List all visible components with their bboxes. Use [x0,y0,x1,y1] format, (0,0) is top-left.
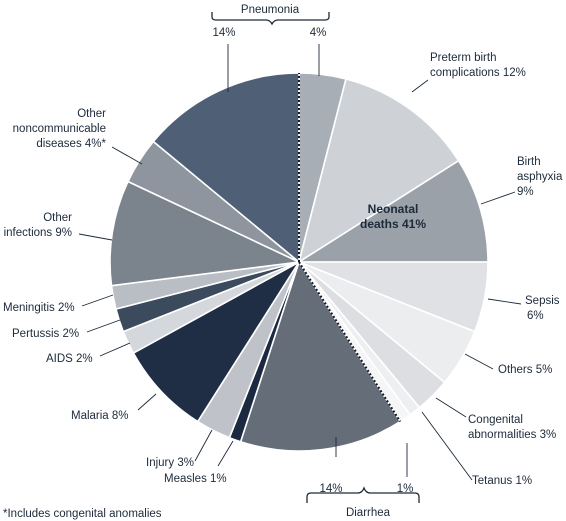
ncd-label-line3: diseases 4%* [36,138,106,150]
pneumonia-brace [211,12,330,26]
congenital-label-line2: abnormalities 3% [468,429,556,441]
leader-sepsis [487,298,522,305]
congenital-label-line1: Congenital [468,414,523,426]
group-braces [211,12,420,503]
sepsis-label-line1: Sepsis [525,295,560,307]
pneumonia-14-label: 14% [212,27,235,39]
birth-asphyxia-label-line3: 9% [517,186,534,198]
tetanus-label: Tetanus 1% [472,475,532,487]
pie-slice-pneumonia-14 [152,72,300,264]
ncd-label-line1: Other [77,108,106,120]
pie-slice-birth-asphyxia-9 [296,159,489,263]
birth-asphyxia-label-line2: asphyxia [517,171,563,183]
leader-birth-asphyxia [480,191,516,205]
leader-lines [78,44,522,481]
pneumonia-4-label: 4% [310,27,327,39]
pie-slice-preterm-birth-complications-12 [297,77,460,264]
leader-malaria [137,393,157,411]
leader-meningitis [81,294,114,307]
center-label-line1: Neonatal [368,202,419,216]
leader-injury [194,429,213,462]
leader-ncd [111,146,143,165]
preterm-label-line2: complications 12% [430,67,526,79]
footnote: *Includes congenital anomalies [3,508,162,520]
leader-preterm [411,79,429,93]
injury-label: Injury 3% [146,457,194,469]
diarrhea-brace [306,486,420,503]
leader-pertussis [86,319,121,333]
aids-label: AIDS 2% [46,353,93,365]
diarrhea-1-label: 1% [397,483,414,495]
others-label: Others 5% [498,364,552,376]
other-infections-label-line2: infections 9% [4,227,72,239]
diarrhea-14-label: 14% [319,483,342,495]
pie-slice-diarrhea-14 [239,260,402,452]
preterm-label-line1: Preterm birth [430,52,496,64]
pie-slice-other-infections-9 [109,180,302,287]
group-dividers [298,73,402,423]
leader-congenital [435,397,467,418]
malaria-label: Malaria 8% [71,410,129,422]
pneumonia-group-label: Pneumonia [241,4,300,16]
leader-tetanus [421,411,473,481]
measles-label: Measles 1% [164,473,227,485]
leader-aids [99,342,131,357]
leader-measles [217,440,234,467]
birth-asphyxia-label-line1: Birth [517,156,541,168]
pie-slice-malaria-8 [132,261,300,423]
pertussis-label: Pertussis 2% [12,328,79,340]
diarrhea-divider [298,261,402,423]
leader-others [464,353,494,370]
diarrhea-group-label: Diarrhea [346,507,391,519]
pie-slices [109,72,489,452]
meningitis-label: Meningitis 2% [3,302,75,314]
other-infections-label-line1: Other [43,212,72,224]
sepsis-label-line2: 6% [527,310,544,322]
ncd-label-line2: noncommunicable [13,123,106,135]
leader-other-infections [78,233,113,241]
center-label-line2: deaths 41% [360,217,426,231]
